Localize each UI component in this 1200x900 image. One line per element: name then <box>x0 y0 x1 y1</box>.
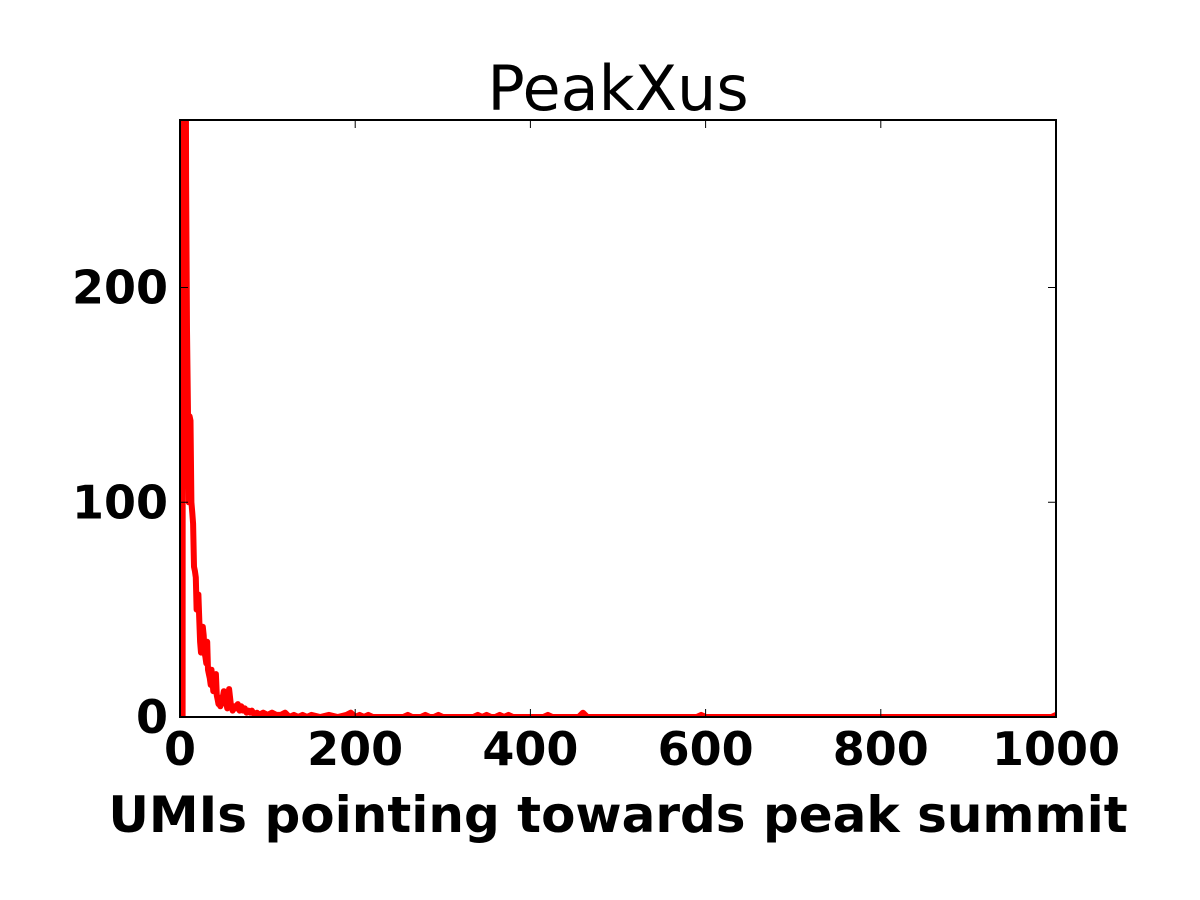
x-tick-label: 1000 <box>992 722 1120 776</box>
chart-title: PeakXus <box>487 52 748 125</box>
y-tick-label: 0 <box>136 690 168 744</box>
x-tick-label: 400 <box>482 722 578 776</box>
y-tick-label: 100 <box>72 475 168 529</box>
plot-frame <box>179 119 1057 718</box>
y-tick-label: 200 <box>72 261 168 315</box>
x-axis-label: UMIs pointing towards peak summit <box>108 786 1127 844</box>
x-tick-label: 600 <box>658 722 754 776</box>
series-line-0 <box>180 120 1056 717</box>
x-tick-label: 200 <box>307 722 403 776</box>
x-tick-label: 0 <box>164 722 196 776</box>
x-tick-label: 800 <box>833 722 929 776</box>
